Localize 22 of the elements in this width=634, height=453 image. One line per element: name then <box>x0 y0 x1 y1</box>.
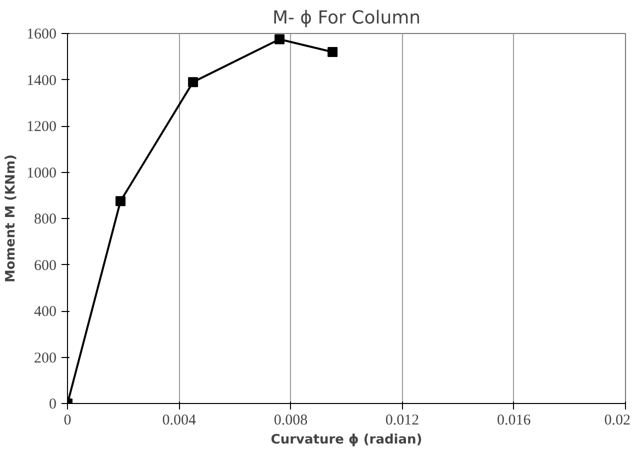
x-axis-title: Curvature ϕ (radian) <box>270 432 422 448</box>
chart-title: M- ϕ For Column <box>272 8 421 28</box>
y-tick-label: 1600 <box>26 26 56 42</box>
point <box>188 77 198 88</box>
x-tick-label: 0.02 <box>604 412 630 428</box>
x-tick-label: 0.008 <box>274 412 308 428</box>
y-tick-label: 400 <box>34 304 56 320</box>
y-axis-title: Moment M (KNm) <box>4 154 18 283</box>
y-tick-label: 600 <box>34 258 56 274</box>
y-tick-label: 1200 <box>26 119 56 135</box>
x-tick-label: 0 <box>64 412 72 428</box>
y-tick-label: 1000 <box>26 165 56 182</box>
point <box>116 196 126 206</box>
y-tick-label: 0 <box>49 396 56 412</box>
y-tick-label: 800 <box>34 212 56 228</box>
point <box>328 47 338 57</box>
x-tick-label: 0.004 <box>162 412 196 428</box>
x-tick-label: 0.012 <box>385 412 420 428</box>
y-tick-label: 1400 <box>26 72 56 89</box>
y-tick-label: 200 <box>34 350 56 366</box>
x-tick-label: 0.016 <box>497 412 532 428</box>
point <box>274 34 285 44</box>
